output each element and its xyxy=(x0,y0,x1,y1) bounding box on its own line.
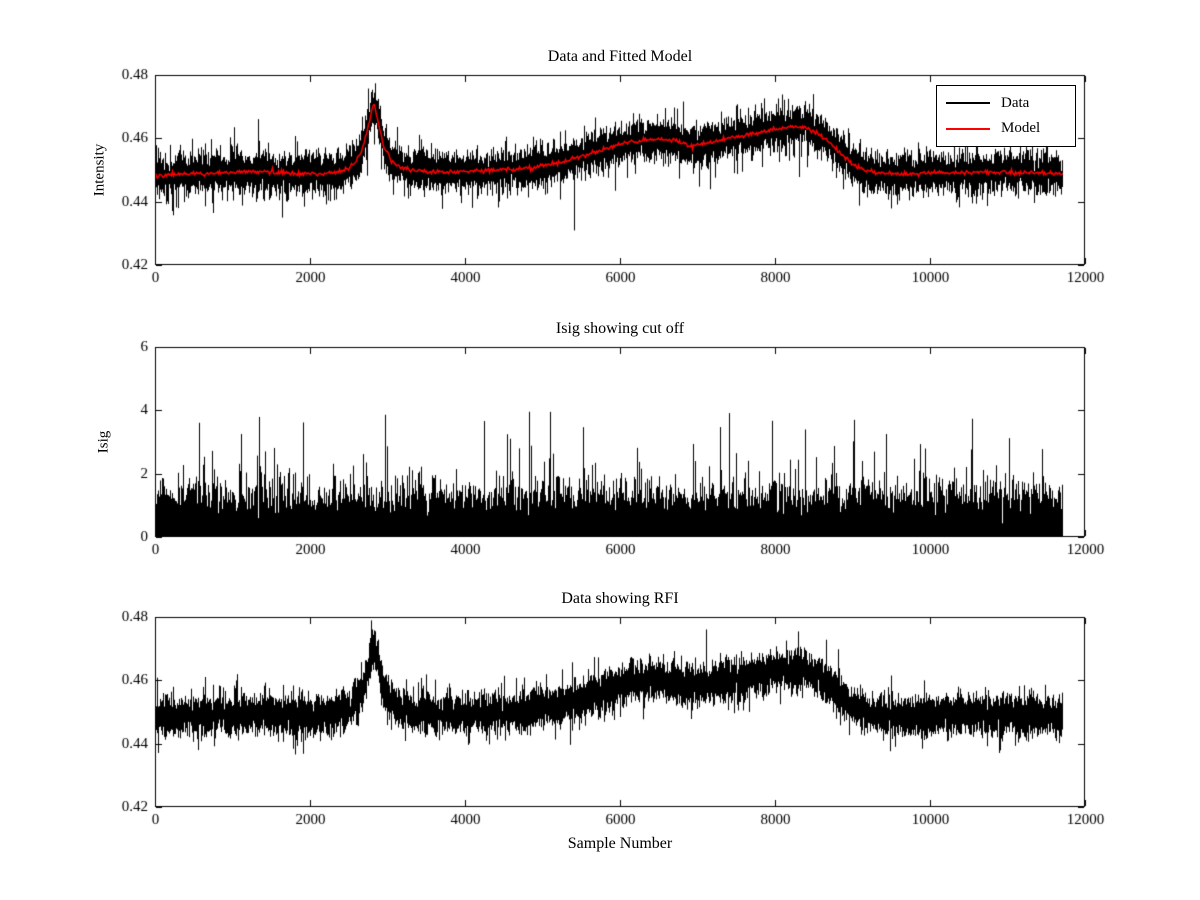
xlabel-sample-number: Sample Number xyxy=(567,835,673,852)
data-line-sample xyxy=(946,102,990,105)
legend-entry-model: Model xyxy=(937,120,1075,137)
legend-entry-data: Data xyxy=(937,95,1075,112)
ylabel-intensity: Intensity xyxy=(91,143,108,197)
ylabel-isig: Isig xyxy=(95,430,112,454)
chart-title-data-showing-rfi: Data showing RFI xyxy=(561,590,679,607)
legend-label-data: Data xyxy=(1001,94,1030,111)
legend-box: Data Model xyxy=(936,85,1076,147)
model-line-sample xyxy=(946,127,990,130)
chart-title-data-and-fitted-model: Data and Fitted Model xyxy=(547,48,693,65)
chart-title-isig-showing-cut-off: Isig showing cut off xyxy=(555,320,685,337)
legend-label-model: Model xyxy=(1001,120,1041,137)
